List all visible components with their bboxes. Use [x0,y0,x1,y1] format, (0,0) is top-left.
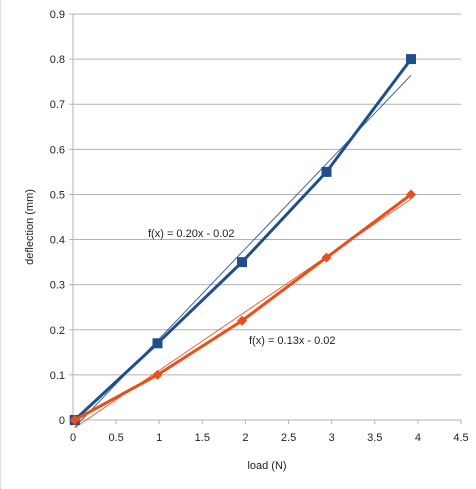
y-axis-label: deflection (mm) [24,189,36,265]
axes [69,13,462,424]
y-tick-label: 0.5 [50,189,65,201]
y-tick-label: 0.9 [50,9,65,21]
y-tick-label: 0.8 [50,54,65,66]
data-point-square [405,54,416,65]
data-series [69,54,416,425]
x-tick-label: 2 [242,432,248,444]
data-point-diamond [236,315,247,326]
x-tick-label: 0 [70,432,76,444]
gridlines [73,13,461,421]
x-tick-label: 3.5 [367,432,382,444]
y-tick-label: 0.1 [50,370,65,382]
y-tick-label: 0.2 [50,325,65,337]
data-point-square [321,166,332,177]
annotations: f(x) = 0.20x - 0.02 f(x) = 0.13x - 0.02 [148,228,336,347]
x-tick-label: 4.5 [453,432,468,444]
tick-labels: 0 0.1 0.2 0.3 0.4 0.5 0.6 0.7 0.8 0.9 0 0.5 1 1.5 2 2.5… [50,9,469,444]
trendline-equation-1: f(x) = 0.13x - 0.02 [249,335,336,347]
data-point-diamond [321,252,332,263]
y-tick-label: 0.7 [50,99,65,111]
series-line-1 [74,193,412,422]
data-point-diamond [152,369,163,380]
x-axis-label: load (N) [247,460,286,472]
data-point-square [152,338,163,349]
x-tick-label: 2.5 [281,432,296,444]
data-point-square [236,257,247,268]
y-tick-label: 0.6 [50,144,65,156]
trendline-equation-0: f(x) = 0.20x - 0.02 [148,228,235,240]
x-tick-label: 1 [156,432,162,444]
x-tick-label: 4 [415,432,421,444]
y-tick-label: 0.3 [50,280,65,292]
y-tick-label: 0 [59,415,65,427]
x-tick-label: 0.5 [108,432,123,444]
data-point-diamond [69,415,80,425]
left-dotted-border [0,0,2,489]
x-tick-label: 1.5 [195,432,210,444]
data-point-diamond [405,189,416,200]
y-tick-label: 0.4 [50,235,65,247]
x-tick-label: 3 [329,432,335,444]
